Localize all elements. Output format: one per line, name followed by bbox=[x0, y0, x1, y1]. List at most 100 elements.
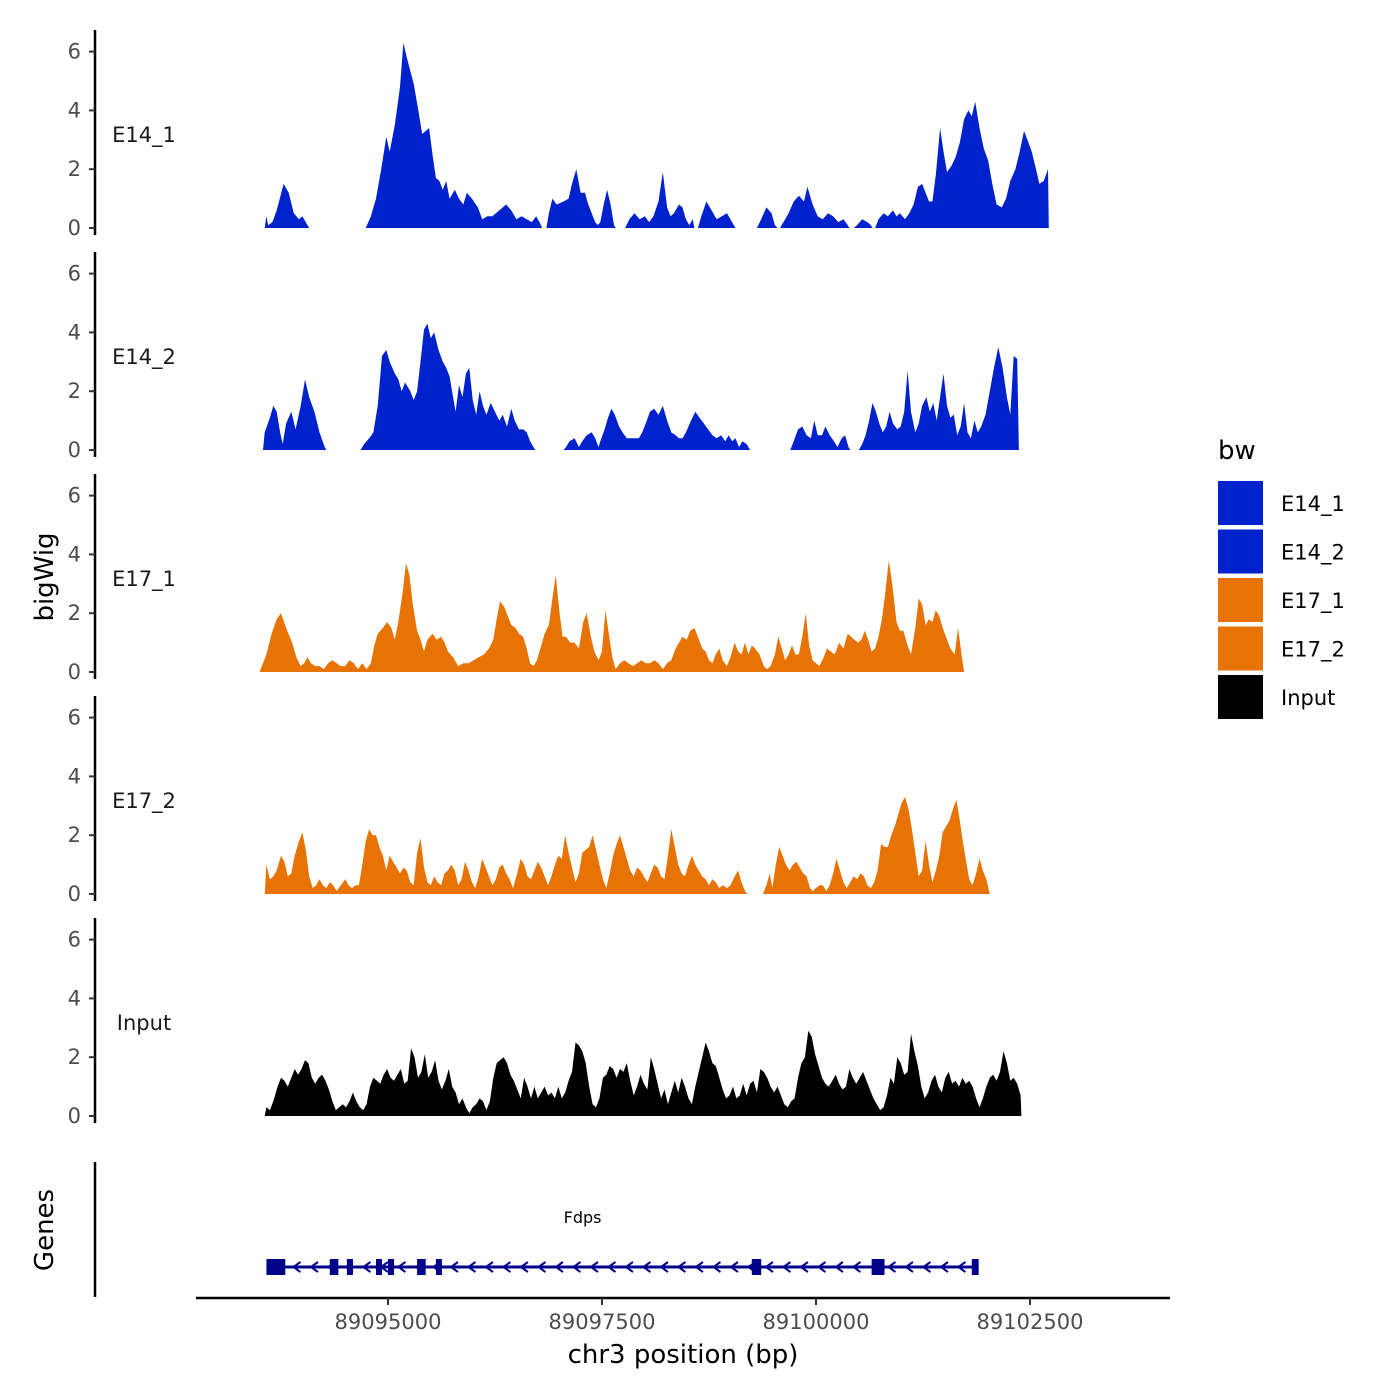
x-tick-label: 89102500 bbox=[977, 1310, 1084, 1334]
legend-swatch bbox=[1218, 481, 1263, 525]
panel-E17_1: 0 2 4 6 E17_1 bbox=[68, 474, 965, 684]
y-tick-label: 2 bbox=[68, 601, 81, 625]
strand-arrow bbox=[519, 1261, 529, 1273]
exon-block bbox=[971, 1259, 979, 1275]
track-label: E14_1 bbox=[112, 123, 176, 148]
signal-area-E17_2 bbox=[264, 797, 990, 894]
exon-block bbox=[871, 1259, 885, 1275]
strand-arrow bbox=[956, 1261, 967, 1273]
legend-swatch bbox=[1218, 529, 1263, 574]
panel-E14_2: 0 2 4 6 E14_2 bbox=[68, 252, 1019, 462]
strand-arrow bbox=[641, 1261, 652, 1273]
gene-Fdps: Fdps bbox=[266, 1208, 979, 1275]
y-tick-label: 6 bbox=[68, 40, 81, 64]
y-tick-label: 4 bbox=[68, 986, 81, 1010]
x-axis-title: chr3 position (bp) bbox=[568, 1340, 799, 1370]
track-label: E17_1 bbox=[112, 567, 176, 592]
strand-arrow bbox=[921, 1261, 932, 1273]
gene-track-label: Genes bbox=[30, 1189, 60, 1271]
strand-arrow bbox=[554, 1261, 564, 1273]
x-tick-label: 89100000 bbox=[763, 1310, 870, 1334]
y-tick-label: 2 bbox=[68, 379, 81, 403]
strand-arrow bbox=[484, 1261, 494, 1273]
y-tick-label: 4 bbox=[68, 98, 81, 122]
y-tick-label: 4 bbox=[68, 764, 81, 788]
strand-arrow bbox=[886, 1261, 897, 1273]
exon-block bbox=[266, 1259, 286, 1275]
legend: bw E14_1 E14_2 E17_1 E17_2 Input bbox=[1218, 436, 1345, 719]
legend-swatch bbox=[1218, 578, 1263, 622]
strand-arrow bbox=[536, 1261, 547, 1273]
exon-block bbox=[435, 1259, 442, 1275]
strand-arrow bbox=[589, 1261, 599, 1273]
exon-block bbox=[388, 1259, 394, 1275]
y-tick-label: 0 bbox=[68, 1104, 81, 1128]
legend-item: Input bbox=[1218, 675, 1335, 719]
signal-area-E14_2 bbox=[263, 323, 1019, 450]
strand-arrow bbox=[799, 1261, 809, 1273]
legend-label: E14_1 bbox=[1281, 492, 1345, 517]
strand-arrow bbox=[501, 1261, 512, 1273]
gene-track: Fdps bbox=[266, 1208, 979, 1275]
legend-swatch bbox=[1218, 675, 1263, 719]
strand-arrow bbox=[834, 1261, 844, 1273]
track-label: E14_2 bbox=[112, 345, 176, 370]
strand-arrow bbox=[396, 1261, 407, 1273]
legend-label: E17_1 bbox=[1281, 589, 1345, 614]
y-tick-label: 0 bbox=[68, 216, 81, 240]
panel-E17_2: 0 2 4 6 E17_2 bbox=[68, 696, 990, 906]
strand-arrow bbox=[291, 1261, 302, 1273]
panel-Input: 0 2 4 6 Input bbox=[68, 918, 1022, 1128]
exon-block bbox=[376, 1259, 383, 1275]
strand-arrow bbox=[449, 1261, 459, 1273]
strand-arrow bbox=[851, 1261, 862, 1273]
exon-block bbox=[329, 1259, 339, 1275]
panel-E14_1: 0 2 4 6 E14_1 bbox=[68, 30, 1049, 240]
legend-swatch bbox=[1218, 626, 1263, 671]
strand-arrow bbox=[624, 1261, 634, 1273]
legend-item: E14_1 bbox=[1218, 481, 1345, 525]
strand-arrow bbox=[781, 1261, 792, 1273]
strand-arrow bbox=[904, 1261, 914, 1273]
y-tick-label: 4 bbox=[68, 542, 81, 566]
x-tick-label: 89097500 bbox=[549, 1310, 656, 1334]
legend-item: E14_2 bbox=[1218, 529, 1345, 574]
x-tick-label: 89095000 bbox=[335, 1310, 442, 1334]
strand-arrow bbox=[694, 1261, 704, 1273]
gene-name-label: Fdps bbox=[564, 1208, 602, 1227]
strand-arrow bbox=[466, 1261, 477, 1273]
track-label: Input bbox=[117, 1011, 171, 1035]
y-tick-label: 4 bbox=[68, 320, 81, 344]
strand-arrow bbox=[764, 1261, 774, 1273]
y-axis-title: bigWig bbox=[30, 532, 60, 621]
legend-title: bw bbox=[1218, 436, 1256, 466]
signal-area-E17_1 bbox=[259, 560, 965, 672]
exon-block bbox=[346, 1259, 353, 1275]
y-tick-label: 2 bbox=[68, 823, 81, 847]
strand-arrow bbox=[659, 1261, 669, 1273]
legend-item: E17_2 bbox=[1218, 626, 1345, 671]
y-tick-label: 0 bbox=[68, 882, 81, 906]
y-tick-label: 0 bbox=[68, 660, 81, 684]
legend-label: E17_2 bbox=[1281, 638, 1345, 663]
y-tick-label: 2 bbox=[68, 1045, 81, 1069]
strand-arrow bbox=[729, 1261, 739, 1273]
strand-arrow bbox=[571, 1261, 582, 1273]
legend-items: E14_1 E14_2 E17_1 E17_2 Input bbox=[1218, 481, 1345, 719]
strand-arrow bbox=[309, 1261, 319, 1273]
y-tick-label: 6 bbox=[68, 484, 81, 508]
signal-area-E14_1 bbox=[264, 42, 1049, 228]
y-tick-label: 6 bbox=[68, 928, 81, 952]
strand-arrow bbox=[711, 1261, 722, 1273]
exon-block bbox=[751, 1259, 762, 1275]
strand-arrow bbox=[676, 1261, 687, 1273]
exon-block bbox=[417, 1259, 426, 1275]
y-tick-label: 6 bbox=[68, 706, 81, 730]
legend-label: Input bbox=[1281, 686, 1335, 710]
strand-arrow bbox=[606, 1261, 617, 1273]
strand-arrow bbox=[939, 1261, 949, 1273]
y-tick-label: 6 bbox=[68, 262, 81, 286]
legend-label: E14_2 bbox=[1281, 541, 1345, 566]
signal-area-Input bbox=[264, 1030, 1022, 1116]
